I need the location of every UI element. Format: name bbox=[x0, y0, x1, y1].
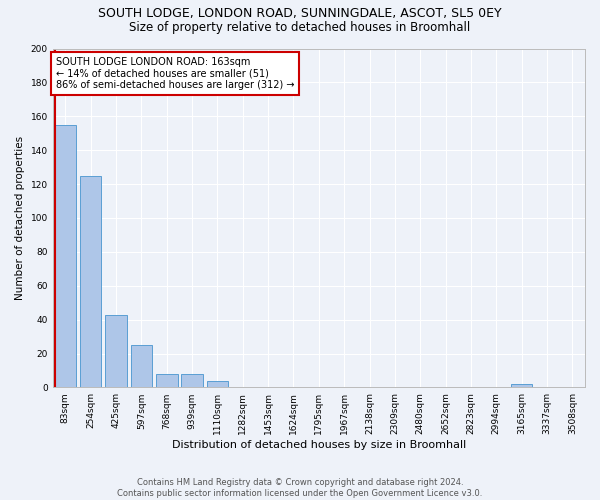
Bar bbox=[55, 125, 76, 388]
Text: SOUTH LODGE, LONDON ROAD, SUNNINGDALE, ASCOT, SL5 0EY: SOUTH LODGE, LONDON ROAD, SUNNINGDALE, A… bbox=[98, 8, 502, 20]
Bar bbox=[80, 176, 101, 388]
Bar bbox=[206, 380, 228, 388]
Text: SOUTH LODGE LONDON ROAD: 163sqm
← 14% of detached houses are smaller (51)
86% of: SOUTH LODGE LONDON ROAD: 163sqm ← 14% of… bbox=[56, 57, 295, 90]
X-axis label: Distribution of detached houses by size in Broomhall: Distribution of detached houses by size … bbox=[172, 440, 466, 450]
Text: Size of property relative to detached houses in Broomhall: Size of property relative to detached ho… bbox=[130, 21, 470, 34]
Bar bbox=[511, 384, 532, 388]
Text: Contains HM Land Registry data © Crown copyright and database right 2024.
Contai: Contains HM Land Registry data © Crown c… bbox=[118, 478, 482, 498]
Bar bbox=[156, 374, 178, 388]
Bar bbox=[105, 314, 127, 388]
Bar bbox=[131, 345, 152, 388]
Bar bbox=[181, 374, 203, 388]
Y-axis label: Number of detached properties: Number of detached properties bbox=[15, 136, 25, 300]
